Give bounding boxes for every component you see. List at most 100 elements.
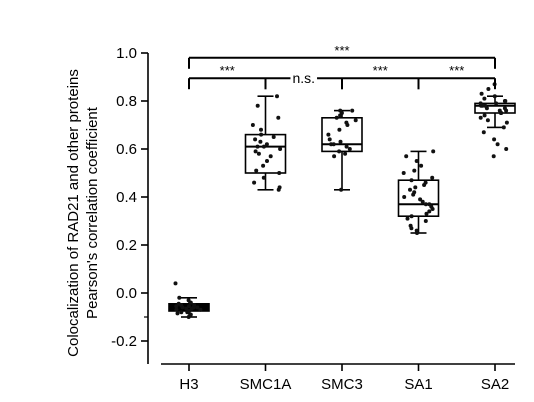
significance-label: n.s. (292, 70, 315, 86)
data-point (494, 101, 499, 106)
significance-label: *** (449, 63, 464, 78)
data-point (423, 219, 428, 223)
data-point (253, 149, 258, 154)
x-tick-label: SMC3 (321, 376, 363, 393)
data-point (405, 216, 410, 221)
data-point (250, 123, 255, 127)
data-point (502, 106, 507, 111)
data-point (344, 120, 349, 125)
data-point (350, 108, 355, 113)
data-point (184, 306, 189, 311)
y-tick-label: 0.0 (116, 285, 137, 302)
data-point (261, 163, 266, 168)
significance-bracket: *** (188, 63, 267, 90)
x-tick-label: SA1 (404, 376, 432, 393)
y-axis-title-line1: Colocalization of RAD21 and other protei… (65, 69, 82, 357)
data-point (255, 103, 260, 108)
significance-brackets: *** *** n.s. *** *** (188, 43, 496, 90)
data-point (503, 99, 508, 103)
y-axis: -0.2 0.0 0.2 0.4 0.6 0.8 1.0 (111, 45, 149, 364)
significance-label: *** (334, 43, 349, 58)
data-point (175, 311, 180, 316)
data-point (187, 304, 191, 309)
data-point (482, 96, 487, 101)
data-point (187, 309, 192, 313)
data-point (412, 190, 417, 195)
data-point (338, 139, 343, 144)
data-point (179, 310, 184, 315)
data-point (276, 115, 281, 120)
box-sa1 (397, 150, 440, 234)
data-point (409, 214, 414, 219)
data-point (327, 137, 332, 142)
data-point (427, 209, 432, 214)
data-point (347, 147, 352, 151)
data-point (177, 295, 182, 300)
data-point (404, 154, 409, 159)
data-point (334, 115, 339, 120)
data-point (277, 171, 282, 175)
data-point (420, 199, 425, 204)
data-point (478, 101, 483, 106)
data-point (277, 185, 282, 190)
data-point (344, 144, 349, 149)
label-background (290, 76, 318, 81)
data-point (278, 147, 283, 151)
data-point (431, 149, 436, 154)
box-rect (321, 117, 363, 153)
significance-label: *** (220, 63, 235, 78)
data-point (492, 137, 497, 142)
data-point (264, 142, 269, 147)
data-point (486, 87, 491, 91)
y-tick-label: -0.2 (111, 333, 137, 350)
data-point (430, 175, 435, 180)
data-point (482, 113, 487, 118)
x-tick-label: SA2 (481, 376, 509, 393)
data-point (413, 185, 418, 190)
data-point (408, 223, 413, 228)
data-point (261, 175, 266, 180)
data-point (414, 228, 419, 233)
data-point (331, 142, 336, 147)
box-rect (397, 179, 440, 217)
y-tick-label: 0.6 (116, 141, 137, 158)
x-axis: H3 SMC1A SMC3 SA1 SA2 (161, 363, 515, 393)
data-point (492, 94, 497, 99)
data-point (414, 159, 419, 163)
data-point (258, 139, 263, 144)
data-point (478, 115, 483, 120)
data-point (253, 137, 258, 142)
data-point (195, 305, 200, 310)
data-point (485, 118, 490, 123)
data-point (261, 144, 266, 149)
data-point (337, 149, 342, 154)
data-point (326, 132, 331, 137)
x-tick-label: H3 (179, 376, 198, 393)
data-point (353, 118, 358, 123)
data-point (259, 127, 263, 132)
data-point (423, 202, 428, 207)
data-point (188, 312, 193, 317)
data-point (401, 171, 406, 175)
data-point (491, 154, 496, 159)
data-point (412, 168, 417, 173)
y-tick-label: 0.2 (116, 237, 137, 254)
data-point (265, 159, 269, 163)
data-point (176, 301, 181, 306)
data-point (427, 202, 432, 207)
data-point (423, 180, 428, 185)
data-point (343, 151, 348, 156)
significance-bracket: *** (188, 43, 496, 69)
data-point (337, 127, 342, 132)
data-point (332, 154, 337, 159)
y-tick-label: 0.8 (116, 93, 137, 110)
y-axis-title-line2: Pearson's correlation coefficient (84, 106, 101, 319)
box-sa2 (474, 95, 516, 129)
data-point (418, 197, 423, 202)
data-point (173, 281, 178, 286)
data-point (174, 307, 179, 312)
data-point (504, 147, 509, 151)
data-point (271, 135, 276, 139)
box-smc3 (321, 109, 363, 191)
